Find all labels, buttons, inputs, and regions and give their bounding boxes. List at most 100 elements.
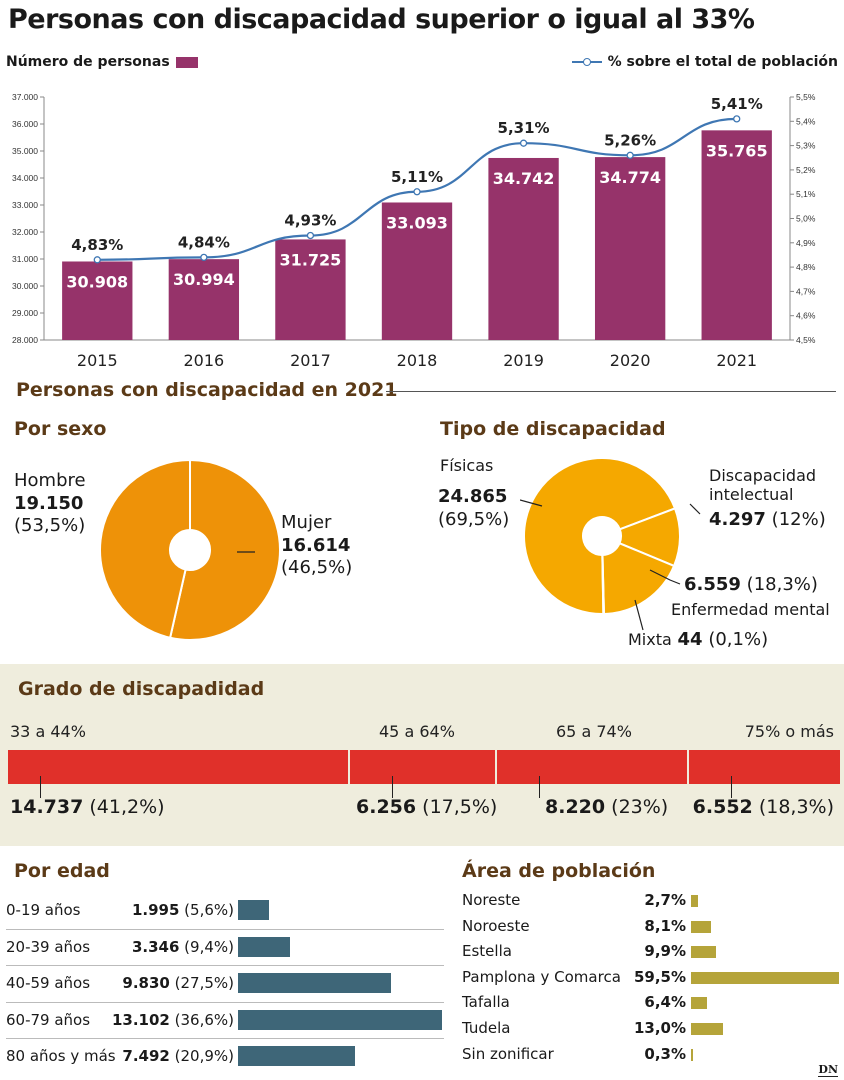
mental-value: 6.559 — [684, 574, 741, 595]
x-tick-label: 2019 — [503, 351, 544, 370]
pct-label: 4,84% — [178, 233, 230, 251]
area-label: Sin zonificar — [462, 1044, 554, 1063]
bar-value-label: 35.765 — [706, 141, 768, 160]
grado-tick-3 — [538, 776, 540, 798]
leader-fisicas — [520, 499, 543, 507]
legend-line: % sobre el total de población — [571, 54, 838, 70]
y2-tick-label: 5,4% — [796, 116, 816, 126]
x-tick-label: 2016 — [183, 351, 224, 370]
area-label: Estella — [462, 942, 512, 961]
edad-row-divider — [6, 1038, 444, 1039]
label-fisicas: 24.865 (69,5%) — [438, 486, 509, 531]
mental-name: Enfermedad mental — [671, 600, 830, 619]
grado-range-1: 33 a 44% — [10, 722, 86, 741]
pie-slice-hombre — [168, 460, 280, 640]
label-intelectual: 4.297 (12%) — [709, 509, 826, 532]
grado-count-4: 6.552 — [692, 796, 753, 818]
section-2021-rule — [386, 391, 836, 392]
y2-tick-label: 4,6% — [796, 311, 816, 321]
bar-value-label: 30.908 — [66, 272, 128, 291]
area-label: Tafalla — [462, 993, 510, 1012]
edad-label: 80 años y más — [6, 1047, 116, 1065]
source-logo: DN — [818, 1063, 838, 1077]
edad-bar — [238, 1046, 355, 1066]
area-heading: Área de población — [462, 860, 656, 882]
pct-point — [733, 115, 741, 123]
area-bar — [691, 920, 712, 933]
grado-tick-4 — [730, 776, 732, 798]
area-bar — [691, 997, 707, 1010]
grado-heading: Grado de discapadidad — [18, 678, 265, 700]
x-tick-label: 2017 — [290, 351, 331, 370]
mujer-name: Mujer — [281, 512, 332, 533]
pct-label: 4,93% — [284, 212, 336, 230]
pie-slice-mixta — [601, 553, 605, 614]
edad-value: 3.346 (9,4%) — [110, 938, 234, 956]
area-value: 13,0% — [633, 1019, 686, 1037]
bar-2016 — [168, 259, 240, 340]
grado-value-2: 6.256 (17,5%) — [356, 796, 497, 818]
grado-count-2: 6.256 — [356, 796, 417, 818]
page-title: Personas con discapacidad superior o igu… — [8, 4, 755, 35]
area-label: Tudela — [462, 1019, 511, 1037]
grado-range-3: 65 a 74% — [556, 722, 632, 741]
area-bar — [691, 895, 698, 907]
pie-leader-lines — [237, 551, 255, 553]
pct-label: 5,11% — [391, 168, 443, 186]
edad-count: 13.102 — [111, 1010, 170, 1029]
y2-tick-label: 4,9% — [796, 238, 816, 248]
pct-label: 4,83% — [71, 236, 123, 254]
y-tick-label: 28.000 — [12, 335, 38, 345]
legend-bars-swatch — [175, 56, 198, 68]
edad-label: 0-19 años — [6, 901, 81, 919]
edad-label: 20-39 años — [6, 937, 91, 956]
pct-point — [306, 231, 315, 240]
mixta-name: Mixta — [628, 630, 672, 649]
legend-line-marker — [571, 58, 602, 66]
edad-value: 1.995 (5,6%) — [110, 901, 234, 919]
bar-2017 — [275, 239, 346, 340]
edad-bar — [238, 936, 291, 957]
bar-2020 — [594, 157, 666, 340]
mixta-value: 44 — [677, 629, 703, 650]
y-tick-label: 34.000 — [12, 173, 38, 183]
area-value: 0,3% — [644, 1044, 686, 1063]
edad-pct: (9,4%) — [179, 937, 234, 956]
y-tick-label: 37.000 — [12, 92, 38, 102]
leader-intelectual — [689, 503, 701, 515]
edad-row-divider — [6, 1001, 444, 1003]
edad-value: 9.830 (27,5%) — [110, 974, 234, 992]
grado-pct-2: (17,5%) — [422, 796, 498, 818]
area-label: Noroeste — [462, 916, 530, 935]
pie-por-sexo — [100, 460, 280, 640]
hombre-pct: (53,5%) — [14, 515, 86, 536]
grado-value-4: 6.552 (18,3%) — [693, 796, 834, 818]
y2-tick-label: 5,2% — [796, 165, 816, 175]
edad-count: 7.492 — [122, 1047, 170, 1065]
edad-value: 7.492 (20,9%) — [110, 1047, 234, 1065]
y2-tick-label: 4,8% — [796, 262, 816, 272]
grado-pct-4: (18,3%) — [758, 796, 834, 818]
grado-value-3: 8.220 (23%) — [545, 796, 668, 818]
fisicas-pct: (69,5%) — [438, 508, 510, 530]
grado-tick-1 — [40, 776, 41, 798]
y2-tick-label: 4,7% — [796, 286, 816, 296]
edad-label: 40-59 años — [6, 974, 91, 992]
bar-2021 — [701, 130, 772, 340]
edad-bar — [238, 973, 392, 993]
y2-tick-label: 5,5% — [796, 92, 816, 102]
mujer-value: 16.614 — [281, 534, 351, 556]
edad-count: 1.995 — [131, 901, 180, 919]
area-value: 2,7% — [644, 891, 686, 909]
y2-tick-label: 4,5% — [796, 335, 816, 345]
grado-value-1: 14.737 (41,2%) — [10, 796, 165, 818]
pct-point — [626, 151, 634, 159]
grado-pct-1: (41,2%) — [89, 796, 165, 818]
section-2021-heading: Personas con discapacidad en 2021 — [16, 379, 398, 401]
x-tick-label: 2020 — [610, 351, 651, 370]
y-tick-label: 29.000 — [12, 308, 38, 318]
bar-2015 — [62, 261, 133, 340]
grado-count-3: 8.220 — [545, 796, 606, 818]
y2-tick-label: 5,3% — [796, 141, 816, 151]
grado-pct-3: (23%) — [611, 796, 669, 818]
